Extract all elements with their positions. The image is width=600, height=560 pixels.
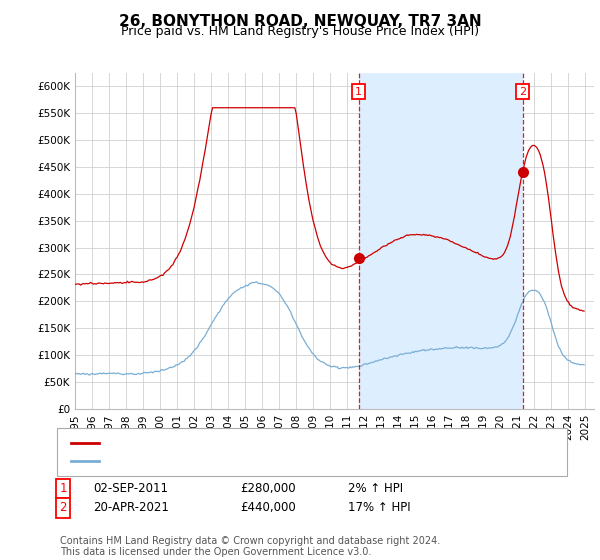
Text: Contains HM Land Registry data © Crown copyright and database right 2024.
This d: Contains HM Land Registry data © Crown c… — [60, 535, 440, 557]
Text: Price paid vs. HM Land Registry's House Price Index (HPI): Price paid vs. HM Land Registry's House … — [121, 25, 479, 38]
Text: £280,000: £280,000 — [240, 482, 296, 495]
Text: 2: 2 — [519, 87, 526, 97]
Text: HPI: Average price, detached house, Cornwall: HPI: Average price, detached house, Corn… — [103, 455, 373, 468]
Text: 20-APR-2021: 20-APR-2021 — [93, 501, 169, 515]
Text: 2: 2 — [59, 501, 67, 515]
Text: £440,000: £440,000 — [240, 501, 296, 515]
Bar — [359, 73, 523, 409]
Text: 26, BONYTHON ROAD, NEWQUAY, TR7 3AN (detached house): 26, BONYTHON ROAD, NEWQUAY, TR7 3AN (det… — [103, 436, 464, 450]
Text: 1: 1 — [59, 482, 67, 495]
Text: 17% ↑ HPI: 17% ↑ HPI — [348, 501, 410, 515]
Text: 1: 1 — [355, 87, 362, 97]
Text: 26, BONYTHON ROAD, NEWQUAY, TR7 3AN: 26, BONYTHON ROAD, NEWQUAY, TR7 3AN — [119, 14, 481, 29]
Text: 2% ↑ HPI: 2% ↑ HPI — [348, 482, 403, 495]
Text: 02-SEP-2011: 02-SEP-2011 — [93, 482, 168, 495]
